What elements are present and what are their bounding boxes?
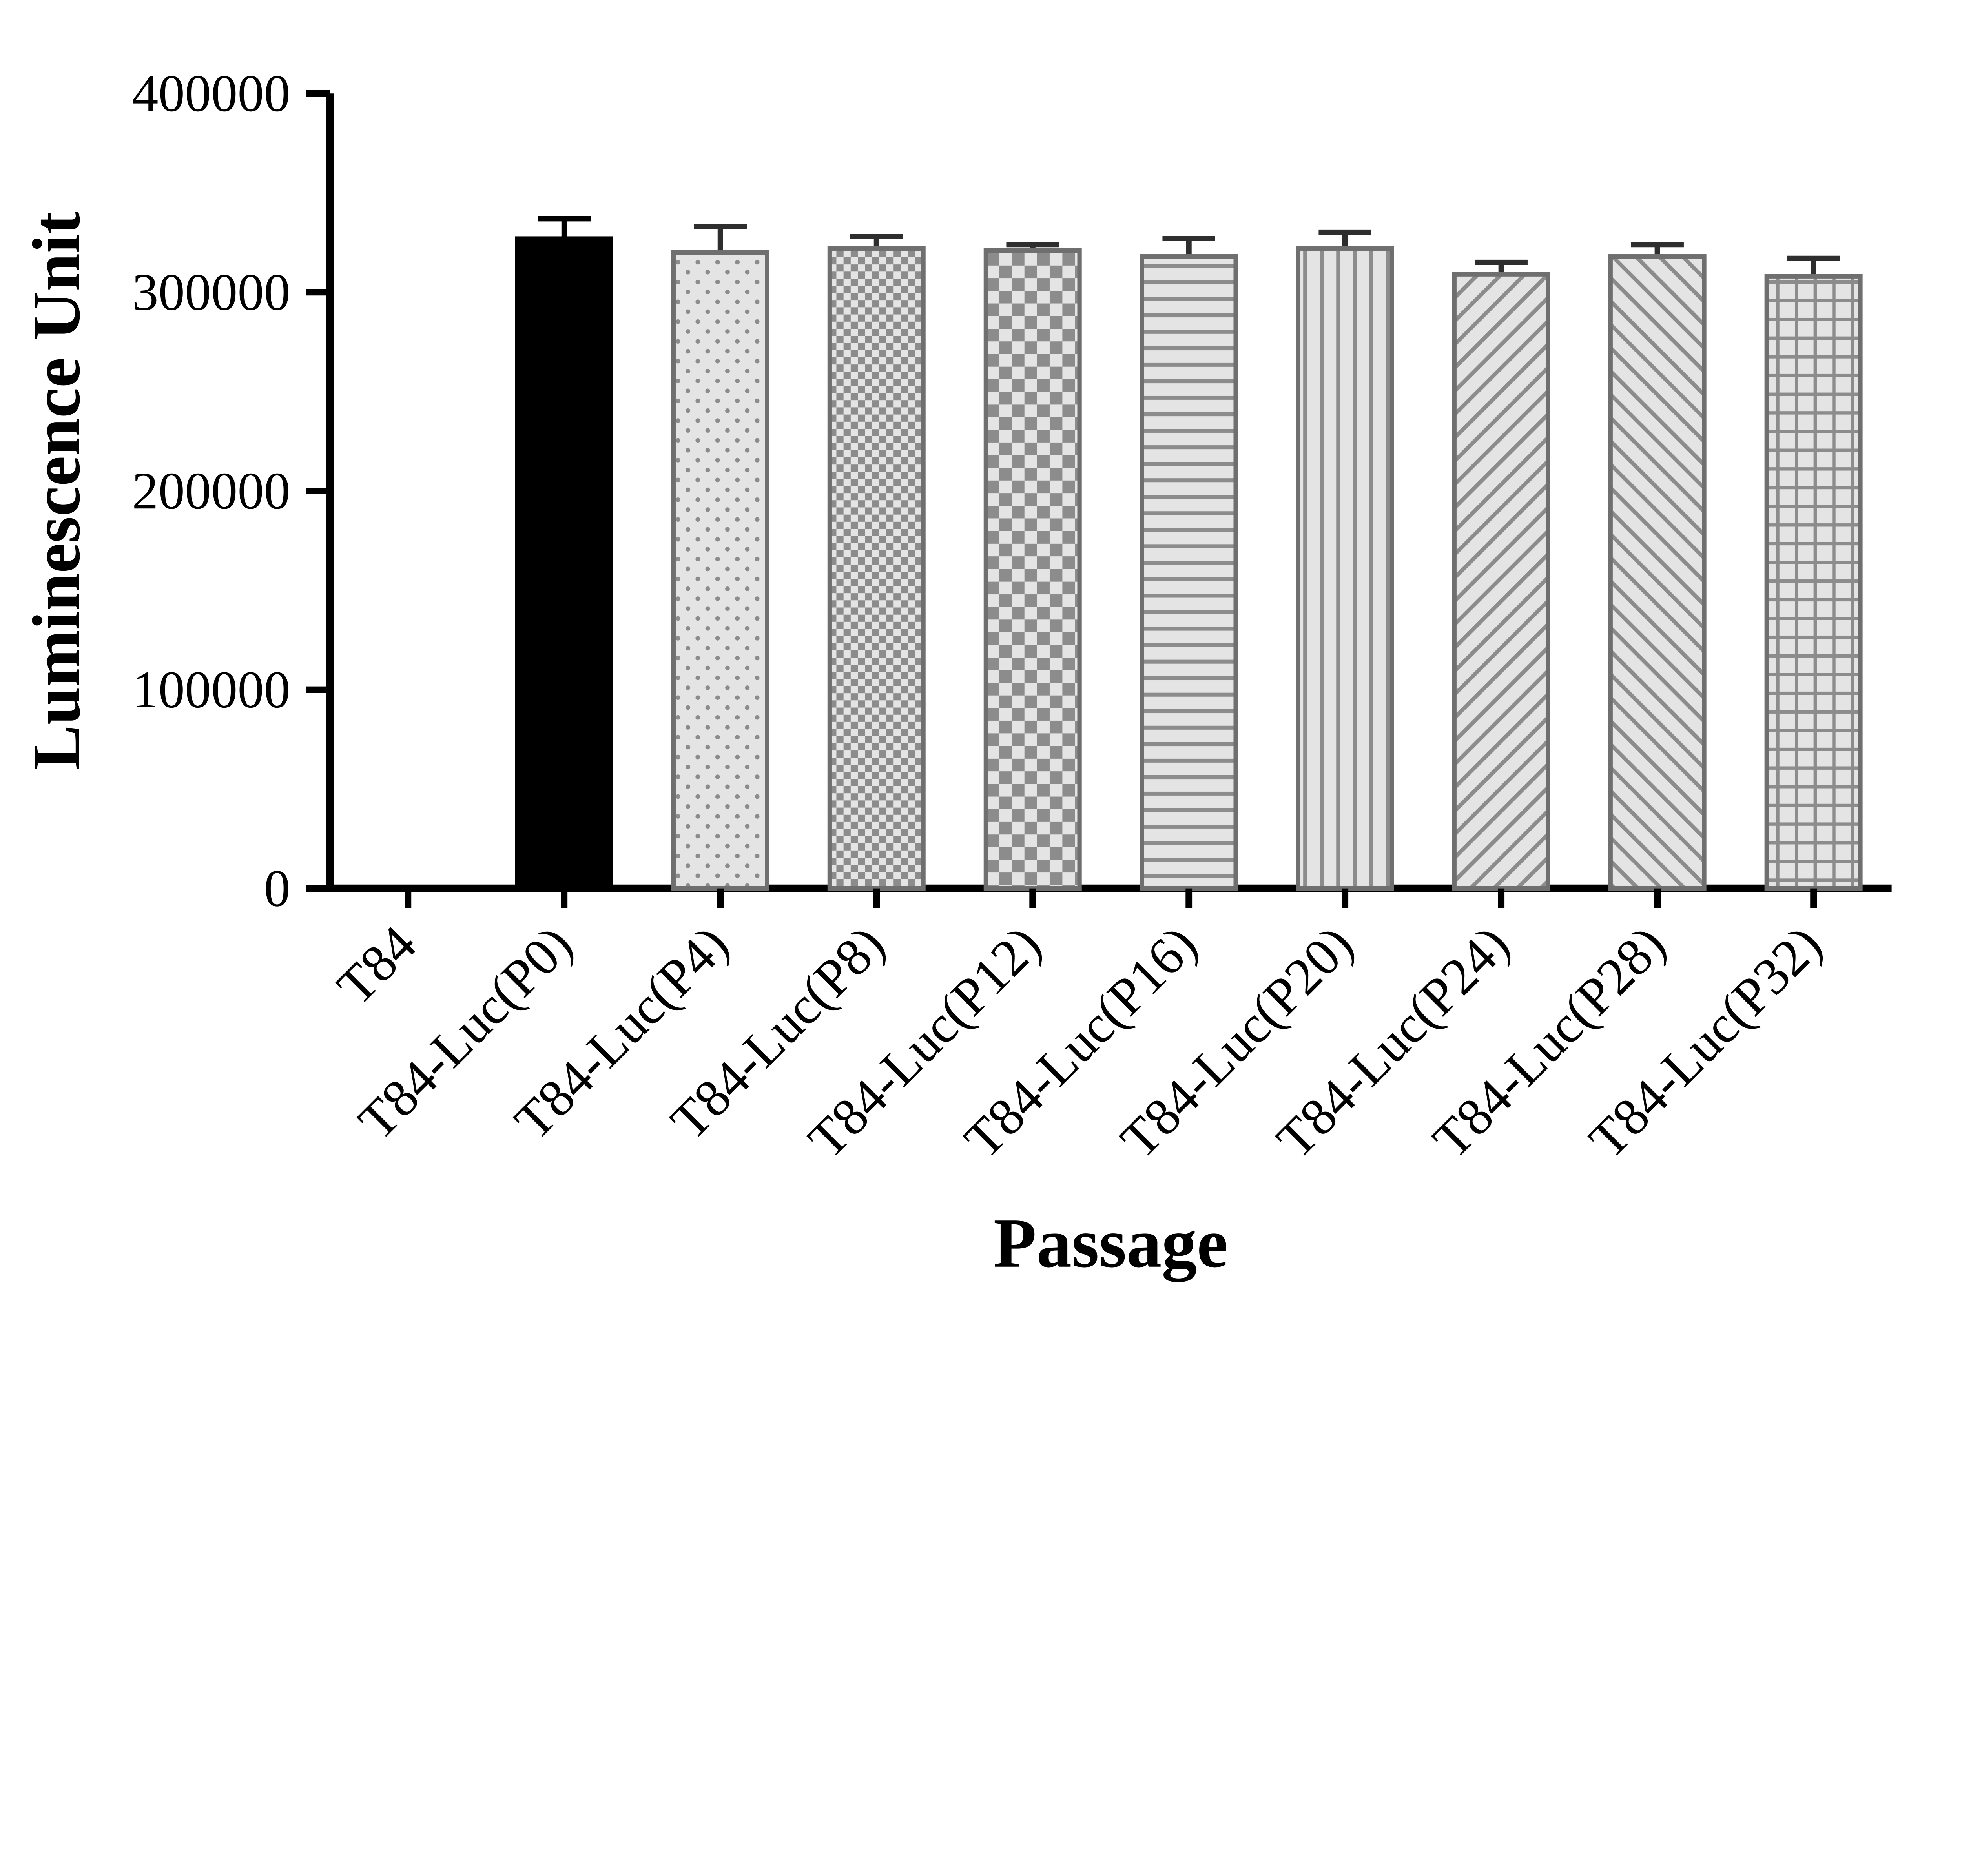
bar bbox=[1764, 274, 1863, 891]
bar-group-T84-Luc(P0): T84-Luc(P0) bbox=[347, 216, 613, 1151]
bar bbox=[515, 236, 613, 891]
bar bbox=[1608, 254, 1707, 891]
luminescence-bar-chart: 0100000200000300000400000T84T84-Luc(P0)T… bbox=[18, 64, 1892, 1282]
y-tick-label: 200000 bbox=[132, 462, 290, 520]
x-category-label: T84 bbox=[326, 915, 427, 1016]
y-axis-title: Luminescence Unit bbox=[18, 211, 94, 770]
bar-group-T84: T84 bbox=[326, 888, 427, 1016]
bar bbox=[1296, 246, 1394, 891]
bar bbox=[671, 250, 769, 891]
bar bbox=[1452, 272, 1550, 891]
y-tick-label: 100000 bbox=[132, 661, 290, 719]
bar bbox=[1140, 254, 1238, 891]
bar bbox=[983, 248, 1082, 891]
bar bbox=[827, 246, 926, 891]
x-axis-title: Passage bbox=[994, 1204, 1228, 1282]
y-tick-label: 0 bbox=[264, 859, 290, 918]
y-tick-label: 300000 bbox=[132, 263, 290, 322]
figure: 0 100000 200000 300000 400000 T84 T84-Luc(P0) T… bbox=[18, 64, 1892, 1282]
y-tick-label: 400000 bbox=[132, 64, 290, 123]
